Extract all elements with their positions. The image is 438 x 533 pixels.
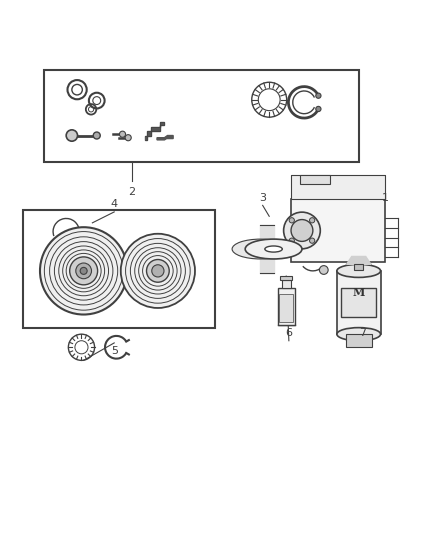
Circle shape xyxy=(40,227,127,314)
Ellipse shape xyxy=(245,239,302,259)
Circle shape xyxy=(147,260,169,282)
Circle shape xyxy=(316,107,321,111)
Text: 2: 2 xyxy=(128,187,135,197)
Bar xyxy=(280,276,292,280)
Ellipse shape xyxy=(337,328,381,341)
Bar xyxy=(354,264,363,270)
Text: 7: 7 xyxy=(360,328,367,338)
Circle shape xyxy=(319,265,328,274)
Text: 6: 6 xyxy=(286,328,292,338)
Circle shape xyxy=(310,238,315,243)
Circle shape xyxy=(284,212,320,249)
Circle shape xyxy=(152,265,164,277)
Text: 1: 1 xyxy=(381,193,389,203)
Circle shape xyxy=(76,263,92,279)
Circle shape xyxy=(289,217,294,223)
Text: M: M xyxy=(353,287,365,298)
Ellipse shape xyxy=(337,264,381,277)
Circle shape xyxy=(70,257,98,285)
Polygon shape xyxy=(157,135,173,140)
Bar xyxy=(282,280,290,288)
Ellipse shape xyxy=(265,246,283,252)
Bar xyxy=(44,70,359,161)
Text: 5: 5 xyxy=(111,346,118,357)
Circle shape xyxy=(120,131,126,138)
Circle shape xyxy=(121,234,195,308)
Circle shape xyxy=(66,130,78,141)
Bar xyxy=(291,199,385,262)
Circle shape xyxy=(316,93,321,98)
Bar xyxy=(337,271,381,334)
Circle shape xyxy=(310,217,315,223)
Circle shape xyxy=(80,268,87,274)
Circle shape xyxy=(291,220,313,241)
Polygon shape xyxy=(346,256,371,264)
Bar xyxy=(341,288,376,317)
Bar xyxy=(278,288,294,326)
Bar xyxy=(291,175,385,199)
Circle shape xyxy=(93,132,100,139)
Bar xyxy=(300,175,330,183)
Bar xyxy=(279,294,293,322)
Circle shape xyxy=(289,238,294,243)
Polygon shape xyxy=(145,123,164,140)
Ellipse shape xyxy=(232,239,289,259)
Bar xyxy=(346,334,372,348)
Text: 3: 3 xyxy=(259,193,266,203)
Text: 4: 4 xyxy=(111,199,118,209)
Circle shape xyxy=(125,135,131,141)
Bar xyxy=(22,210,215,328)
